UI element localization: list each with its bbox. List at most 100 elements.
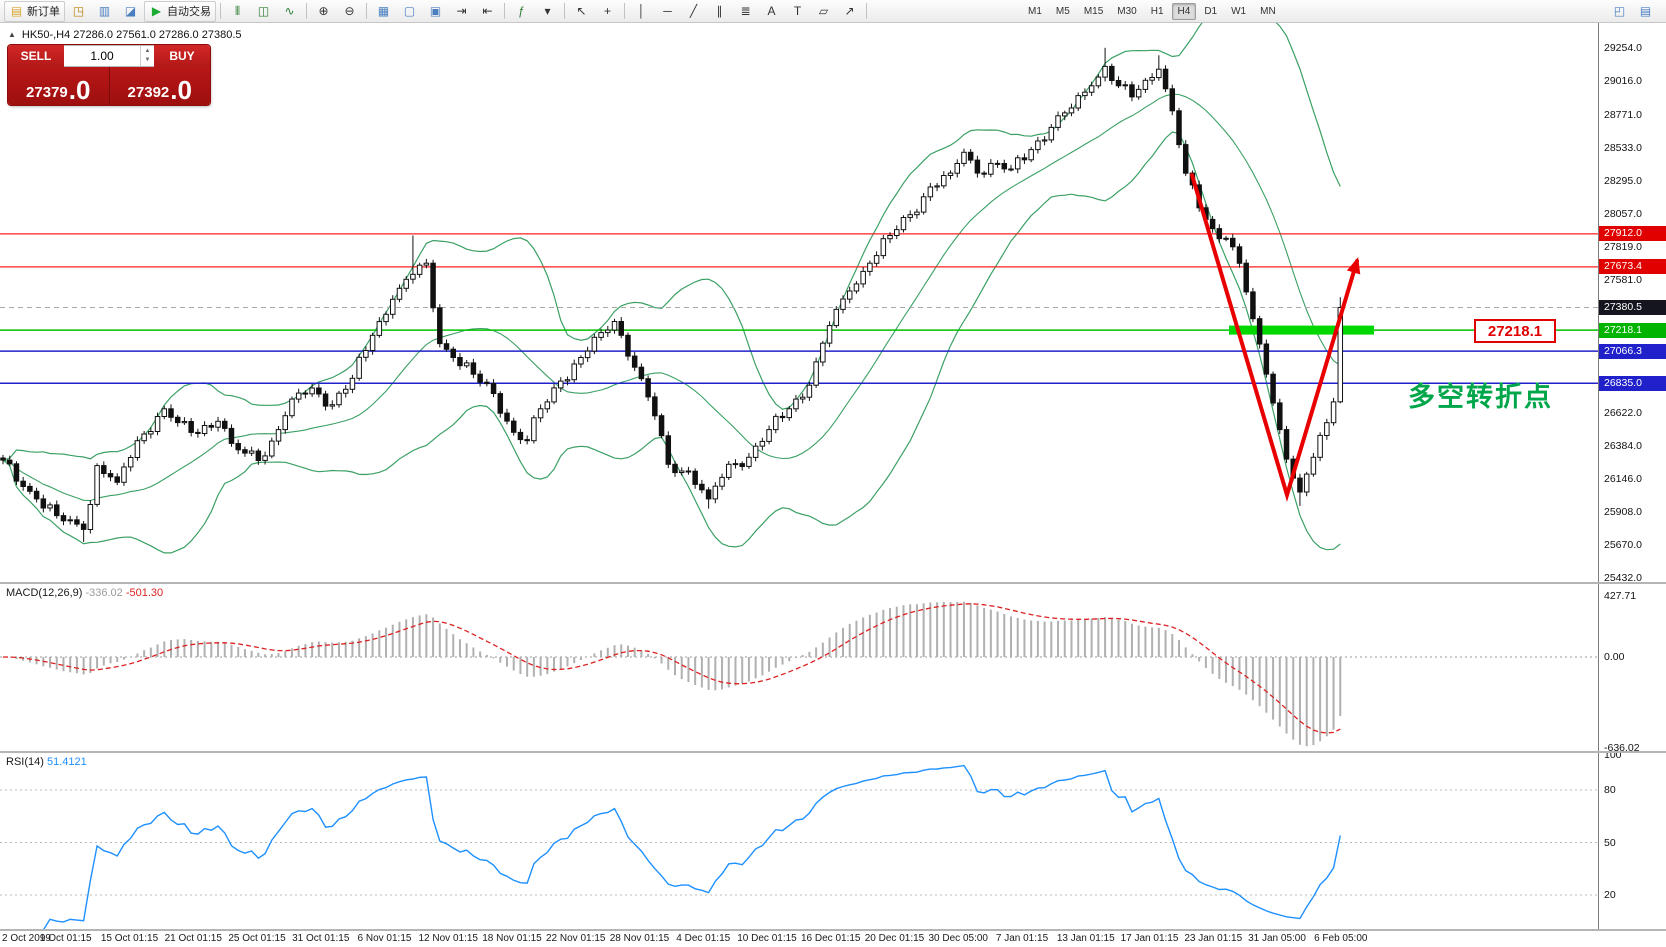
candle-body (652, 396, 658, 417)
timeframe-mn-button[interactable]: MN (1260, 5, 1276, 17)
crosshair-icon[interactable]: + (595, 1, 620, 22)
fibonacci-icon[interactable]: ≣ (733, 1, 758, 22)
cascade-windows-icon: ▢ (403, 4, 416, 18)
timeframe-w1-button[interactable]: W1 (1231, 5, 1247, 17)
candle-body (1263, 343, 1270, 375)
timeframe-m1-button[interactable]: M1 (1028, 5, 1042, 17)
time-axis-label: 16 Dec 01:15 (801, 933, 861, 944)
candle-body (40, 498, 47, 509)
shapes-icon[interactable]: ▱ (811, 1, 836, 22)
timeframe-h1-button[interactable]: H1 (1150, 5, 1164, 17)
one-click-collapse-icon[interactable]: ▲ (8, 30, 16, 39)
arrange-windows-icon[interactable]: ▣ (423, 1, 448, 22)
macd-panel-divider[interactable] (0, 582, 1666, 584)
main-chart-panel (0, 23, 1598, 554)
candle-body (894, 229, 900, 237)
candle-body (1256, 318, 1263, 345)
indicators-list-icon[interactable]: ▾ (535, 1, 560, 22)
candle-body (941, 175, 947, 187)
autotrading-button[interactable]: ▶ 自动交易 (144, 0, 216, 22)
candle-body (1243, 262, 1249, 293)
timeframe-m15-button[interactable]: M15 (1083, 5, 1104, 17)
candle-body (524, 439, 530, 442)
window-list-icon: ▤ (1639, 4, 1652, 18)
auto-scroll-icon[interactable]: ⇥ (449, 1, 474, 22)
price-level-label[interactable]: 27218.1 (1474, 319, 1556, 343)
tile-windows-icon[interactable]: ▦ (371, 1, 396, 22)
candle-body (67, 519, 73, 522)
zoom-out-icon[interactable]: ⊖ (337, 1, 362, 22)
candle-body (537, 408, 544, 419)
volume-input[interactable]: 1.00 (90, 49, 114, 63)
bar-chart-icon[interactable]: ⦀ (225, 1, 250, 22)
channel-icon[interactable]: ∥ (707, 1, 732, 22)
bar-chart-icon: ⦀ (234, 4, 241, 18)
candle-body (1283, 429, 1290, 460)
indicators-icon[interactable]: ƒ (509, 1, 534, 22)
candle-body (168, 408, 174, 418)
candle-body (1095, 76, 1102, 87)
volume-down-icon[interactable]: ▼ (144, 57, 151, 63)
candle-body (605, 329, 611, 334)
label-icon[interactable]: T (785, 1, 810, 22)
candle-body (1008, 168, 1014, 171)
candlestick-chart-icon[interactable]: ◫ (251, 1, 276, 22)
line-chart-icon[interactable]: ∿ (277, 1, 302, 22)
chart-shift-icon[interactable]: ⇤ (475, 1, 500, 22)
timeframe-m5-button[interactable]: M5 (1055, 5, 1070, 17)
time-axis-label: 13 Jan 01:15 (1056, 933, 1115, 944)
candle-body (739, 463, 745, 468)
rsi-axis-tick: 80 (1604, 784, 1616, 796)
candle-body (107, 473, 114, 478)
arrows-icon[interactable]: ↗ (837, 1, 862, 22)
candle-body (1270, 373, 1276, 404)
time-axis-label: 18 Nov 01:15 (482, 933, 542, 944)
market-watch-icon[interactable]: ◪ (118, 1, 143, 22)
profiles-icon[interactable]: ▥ (92, 1, 117, 22)
rsi-panel (0, 764, 1598, 929)
time-axis[interactable]: 2 Oct 2019 9 Oct 01:15 15 Oct 01:15 21 Oct … (0, 931, 1666, 947)
support-highlight-bar[interactable] (1229, 325, 1374, 335)
timeframe-d1-button[interactable]: D1 (1204, 5, 1218, 17)
indicators-list-icon: ▾ (544, 4, 551, 18)
vertical-line-icon[interactable]: │ (629, 1, 654, 22)
price-axis-tick: 25908.0 (1604, 505, 1642, 518)
timeframe-m30-button[interactable]: M30 (1117, 5, 1137, 17)
timeframe-h4-button[interactable]: H4 (1171, 2, 1197, 20)
candle-body (289, 398, 295, 417)
volume-spinner: ▲ ▼ (140, 46, 154, 66)
rsi-panel-divider[interactable] (0, 751, 1666, 753)
window-list-icon[interactable]: ▤ (1633, 1, 1658, 22)
new-chart-window-icon[interactable]: ◰ (1607, 1, 1632, 22)
volume-up-icon[interactable]: ▲ (144, 48, 151, 54)
price-axis[interactable]: 29254.0 29016.0 28771.0 28533.0 28295.0 28057… (1598, 23, 1666, 947)
cursor-icon[interactable]: ↖ (569, 1, 594, 22)
sell-button[interactable]: SELL (8, 45, 64, 67)
buy-price-button[interactable]: 27392.0 (108, 67, 210, 105)
candle-body (853, 283, 860, 292)
price-axis-tick: 27819.0 (1604, 240, 1642, 253)
candle-body (322, 393, 329, 407)
chart-workspace[interactable]: 29254.0 29016.0 28771.0 28533.0 28295.0 28057… (0, 23, 1666, 947)
horizontal-line-icon[interactable]: ─ (655, 1, 680, 22)
trendline-icon[interactable]: ╱ (681, 1, 706, 22)
candle-body (1041, 139, 1048, 142)
new-order-button[interactable]: ▤ 新订单 (4, 0, 65, 22)
candle-body (880, 238, 887, 257)
chart-canvas[interactable] (0, 23, 1598, 947)
trend-arrow[interactable] (1190, 173, 1361, 503)
buy-button[interactable]: BUY (154, 45, 210, 67)
text-icon[interactable]: A (759, 1, 784, 22)
candle-body (1182, 144, 1189, 174)
annotation-text[interactable]: 多空转折点 (1408, 382, 1553, 412)
price-axis-tick: 29016.0 (1604, 74, 1642, 87)
candle-body (1176, 110, 1182, 146)
new-chart-icon[interactable]: ◳ (66, 1, 91, 22)
sell-price-button[interactable]: 27379.0 (8, 67, 109, 105)
channel-icon: ∥ (716, 4, 723, 18)
zoom-in-icon[interactable]: ⊕ (311, 1, 336, 22)
price-axis-tick: 28533.0 (1604, 141, 1642, 154)
toolbar-separator (366, 3, 367, 19)
toolbar-separator (866, 3, 867, 19)
cascade-windows-icon[interactable]: ▢ (397, 1, 422, 22)
